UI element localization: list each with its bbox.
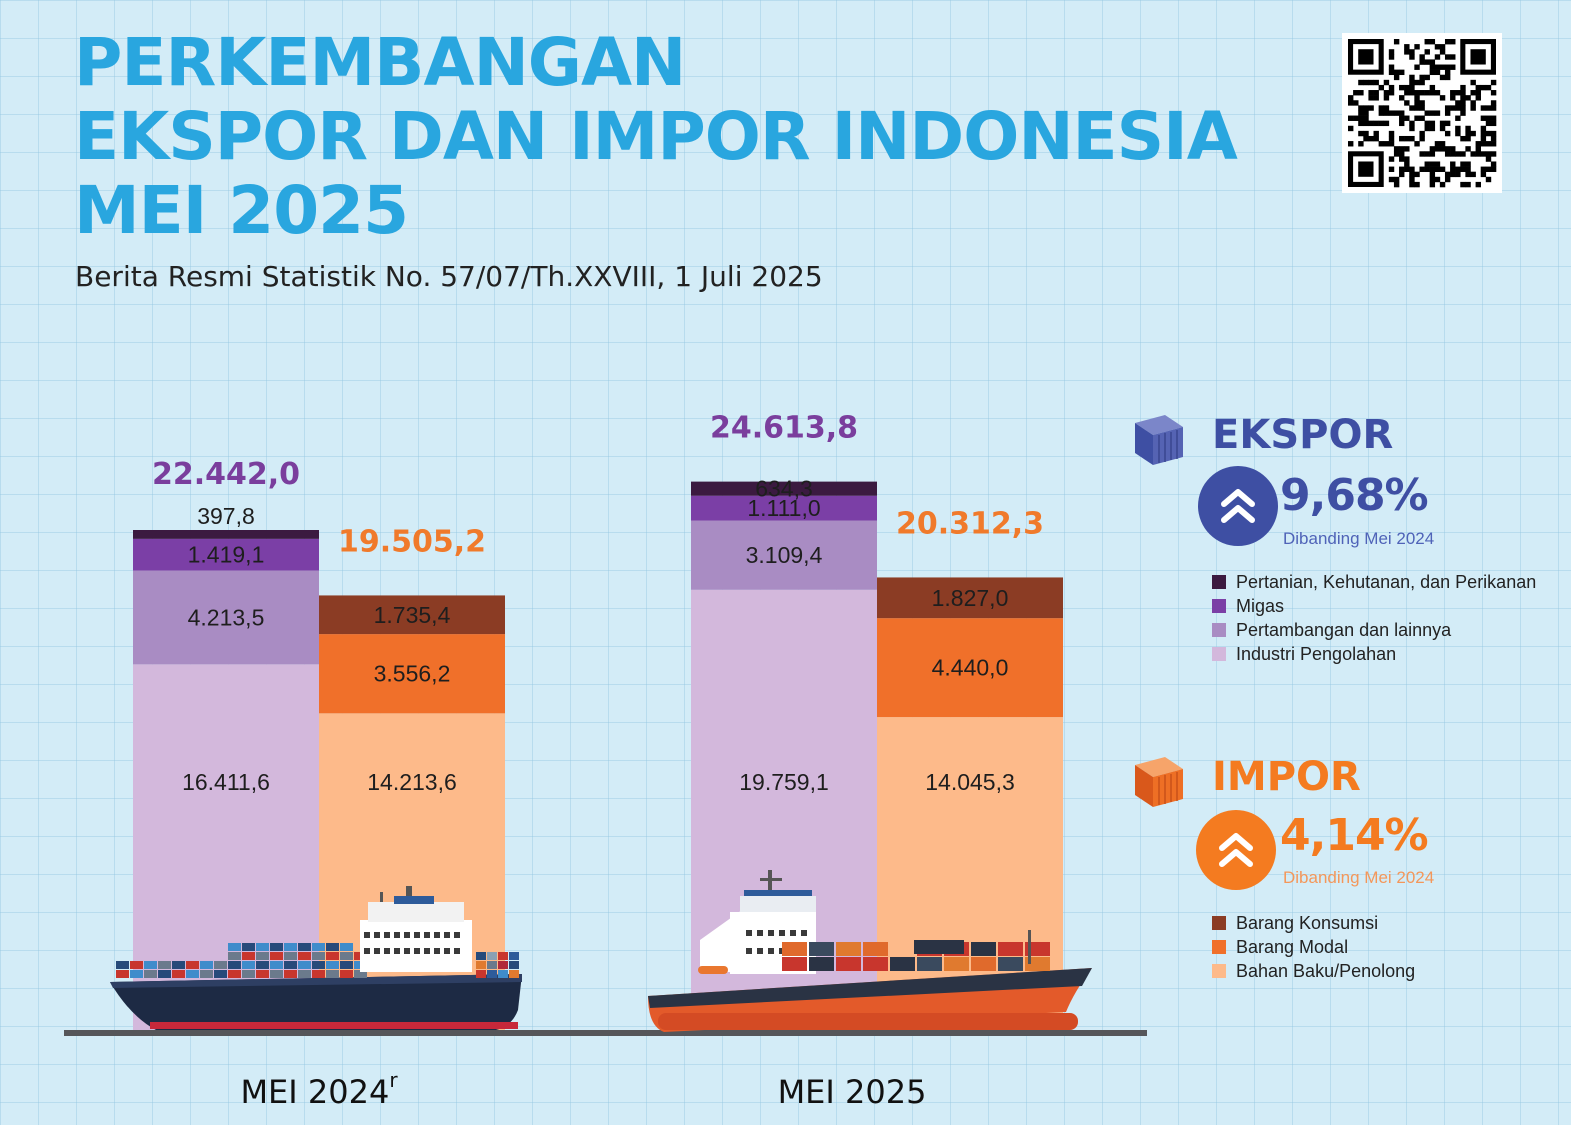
bar-segment [133, 664, 319, 1030]
legend-swatch [1212, 940, 1226, 954]
legend-swatch [1212, 964, 1226, 978]
page-subtitle: Berita Resmi Statistik No. 57/07/Th.XXVI… [75, 260, 823, 293]
bar-segment [691, 495, 877, 521]
chevron-up-double-icon [1219, 833, 1253, 867]
ekspor-comparison: Dibanding Mei 2024 [1283, 529, 1435, 548]
category-label: MEI 2024r [240, 1068, 398, 1111]
legend-item: Pertanian, Kehutanan, dan Perikanan [1212, 570, 1536, 594]
bar-segment [691, 520, 877, 590]
bar-segment [877, 577, 1063, 619]
legend-label: Barang Konsumsi [1236, 912, 1379, 933]
category-text: MEI 2025 [778, 1073, 927, 1111]
bar-segment [691, 481, 877, 496]
legend-swatch [1212, 647, 1226, 661]
data-label: 14.213,6 [367, 769, 457, 795]
legend-label: Pertanian, Kehutanan, dan Perikanan [1236, 571, 1537, 592]
impor-comparison: Dibanding Mei 2024 [1283, 868, 1435, 887]
legend-label: Barang Modal [1236, 936, 1349, 957]
bar-segment [319, 595, 505, 635]
page-title: PERKEMBANGAN EKSPOR DAN IMPOR INDONESIA … [74, 24, 1238, 249]
ekspor-title: EKSPOR [1212, 412, 1394, 458]
data-label: 1.735,4 [374, 602, 451, 628]
legend-label: Pertambangan dan lainnya [1236, 619, 1452, 640]
data-label: 19.759,1 [739, 769, 829, 795]
data-label: 14.045,3 [925, 769, 1015, 795]
bar-segment [133, 538, 319, 571]
category-label: MEI 2025 [778, 1073, 927, 1111]
data-label: 3.109,4 [746, 542, 823, 568]
ekspor-change-badge [1198, 466, 1278, 546]
bar-segment [877, 618, 1063, 718]
legend-item: Barang Konsumsi [1212, 911, 1415, 935]
ground-line [64, 1030, 1147, 1036]
bar-segment [133, 530, 319, 539]
total-label: 22.442,0 [152, 457, 300, 492]
data-label: 1.419,1 [188, 542, 265, 568]
bar-segment [319, 634, 505, 714]
title-line-1: PERKEMBANGAN [74, 24, 686, 101]
legend-item: Pertambangan dan lainnya [1212, 618, 1536, 642]
title-line-3: MEI 2025 [74, 172, 409, 249]
data-label: 4.213,5 [188, 604, 265, 630]
impor-change-value: 4,14% [1280, 810, 1429, 861]
data-label: 4.440,0 [932, 655, 1009, 681]
category-text: MEI 2024 [240, 1073, 389, 1111]
impor-title: IMPOR [1212, 754, 1361, 800]
data-label: 3.556,2 [374, 661, 451, 687]
legend-swatch [1212, 575, 1226, 589]
data-label: 1.111,0 [747, 495, 820, 521]
bar-segment [133, 570, 319, 665]
total-label: 19.505,2 [338, 524, 486, 559]
data-label: 397,8 [197, 503, 255, 529]
legend-swatch [1212, 916, 1226, 930]
impor-legend: Barang Konsumsi Barang Modal Bahan Baku/Pe… [1212, 911, 1415, 983]
ekspor-legend: Pertanian, Kehutanan, dan Perikanan Migas… [1212, 570, 1536, 666]
container-impor-icon [1133, 755, 1185, 814]
title-line-2: EKSPOR DAN IMPOR INDONESIA [74, 98, 1238, 175]
data-label: 16.411,6 [182, 769, 270, 795]
legend-item: Industri Pengolahan [1212, 642, 1536, 666]
chevron-up-double-icon [1221, 489, 1255, 523]
cargo-ship-icon [648, 870, 1092, 1032]
container-ekspor-icon [1133, 413, 1185, 472]
legend-label: Migas [1236, 595, 1285, 616]
legend-label: Industri Pengolahan [1236, 643, 1397, 664]
legend-label: Bahan Baku/Penolong [1236, 960, 1416, 981]
legend-item: Migas [1212, 594, 1536, 618]
qr-code-icon[interactable] [1342, 33, 1502, 193]
total-label: 20.312,3 [896, 506, 1044, 541]
ekspor-change-value: 9,68% [1280, 470, 1429, 521]
legend-swatch [1212, 623, 1226, 637]
category-superscript: r [389, 1068, 398, 1092]
cargo-ship-icon [110, 886, 522, 1030]
legend-swatch [1212, 599, 1226, 613]
data-label: 1.827,0 [932, 585, 1009, 611]
legend-item: Bahan Baku/Penolong [1212, 959, 1415, 983]
legend-item: Barang Modal [1212, 935, 1415, 959]
data-label: 634,3 [755, 476, 813, 502]
impor-change-badge [1196, 810, 1276, 890]
total-label: 24.613,8 [710, 411, 858, 446]
